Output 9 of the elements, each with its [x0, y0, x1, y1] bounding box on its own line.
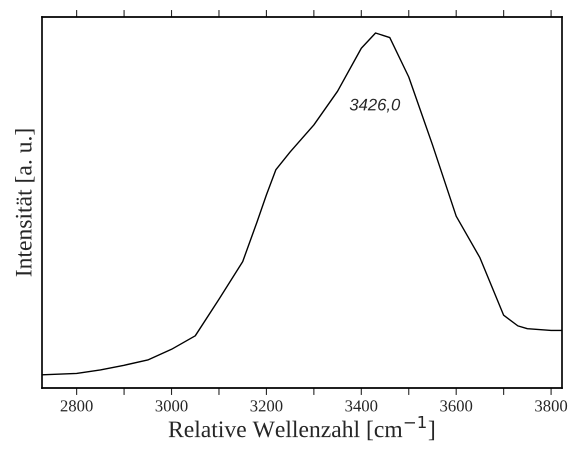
x-tick-label: 3000: [156, 400, 188, 412]
x-axis-title: Relative Wellenzahl [cm$^{−1}$]: [168, 416, 434, 440]
x-tick-label: 3600: [440, 400, 472, 412]
x-tick-label: 3800: [535, 400, 568, 412]
y-axis-title: Intensität [a. u.]: [15, 130, 35, 276]
x-tick-label: 3200: [250, 400, 282, 412]
x-tick-label: 3400: [345, 400, 378, 412]
x-tick-label: 2800: [60, 400, 93, 412]
annotation: 3426,0: [350, 98, 400, 112]
